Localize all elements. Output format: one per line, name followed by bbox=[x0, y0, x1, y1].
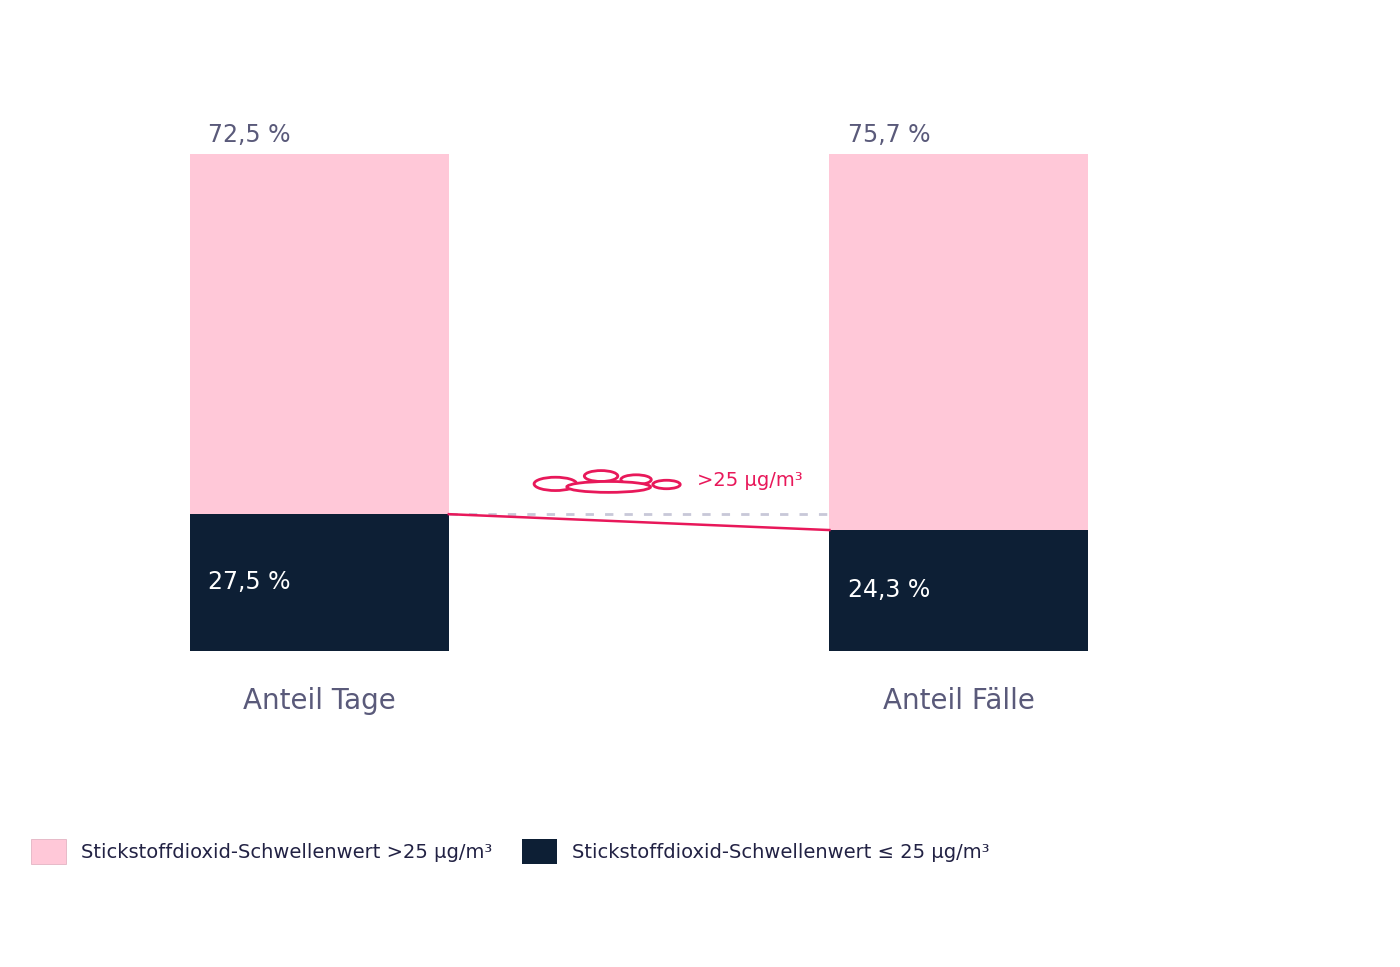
Text: 24,3 %: 24,3 % bbox=[847, 578, 930, 602]
Text: 75,7 %: 75,7 % bbox=[847, 123, 930, 147]
Ellipse shape bbox=[652, 481, 680, 488]
Legend: Stickstoffdioxid-Schwellenwert >25 μg/m³, Stickstoffdioxid-Schwellenwert ≤ 25 μg: Stickstoffdioxid-Schwellenwert >25 μg/m³… bbox=[25, 834, 995, 869]
Text: 27,5 %: 27,5 % bbox=[209, 571, 291, 595]
Text: Anteil Tage: Anteil Tage bbox=[244, 687, 396, 715]
Text: 72,5 %: 72,5 % bbox=[209, 123, 291, 147]
Ellipse shape bbox=[620, 475, 651, 484]
Ellipse shape bbox=[533, 478, 577, 490]
Ellipse shape bbox=[584, 471, 617, 482]
Text: >25 μg/m³: >25 μg/m³ bbox=[697, 471, 802, 490]
Bar bbox=[829, 155, 1088, 530]
Bar bbox=[190, 514, 449, 651]
Bar bbox=[190, 155, 449, 514]
Text: Anteil Fälle: Anteil Fälle bbox=[883, 687, 1035, 715]
Ellipse shape bbox=[567, 482, 651, 492]
Bar bbox=[829, 530, 1088, 651]
